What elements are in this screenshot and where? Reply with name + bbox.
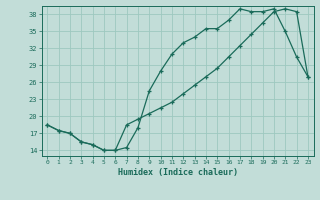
X-axis label: Humidex (Indice chaleur): Humidex (Indice chaleur) (118, 168, 237, 177)
